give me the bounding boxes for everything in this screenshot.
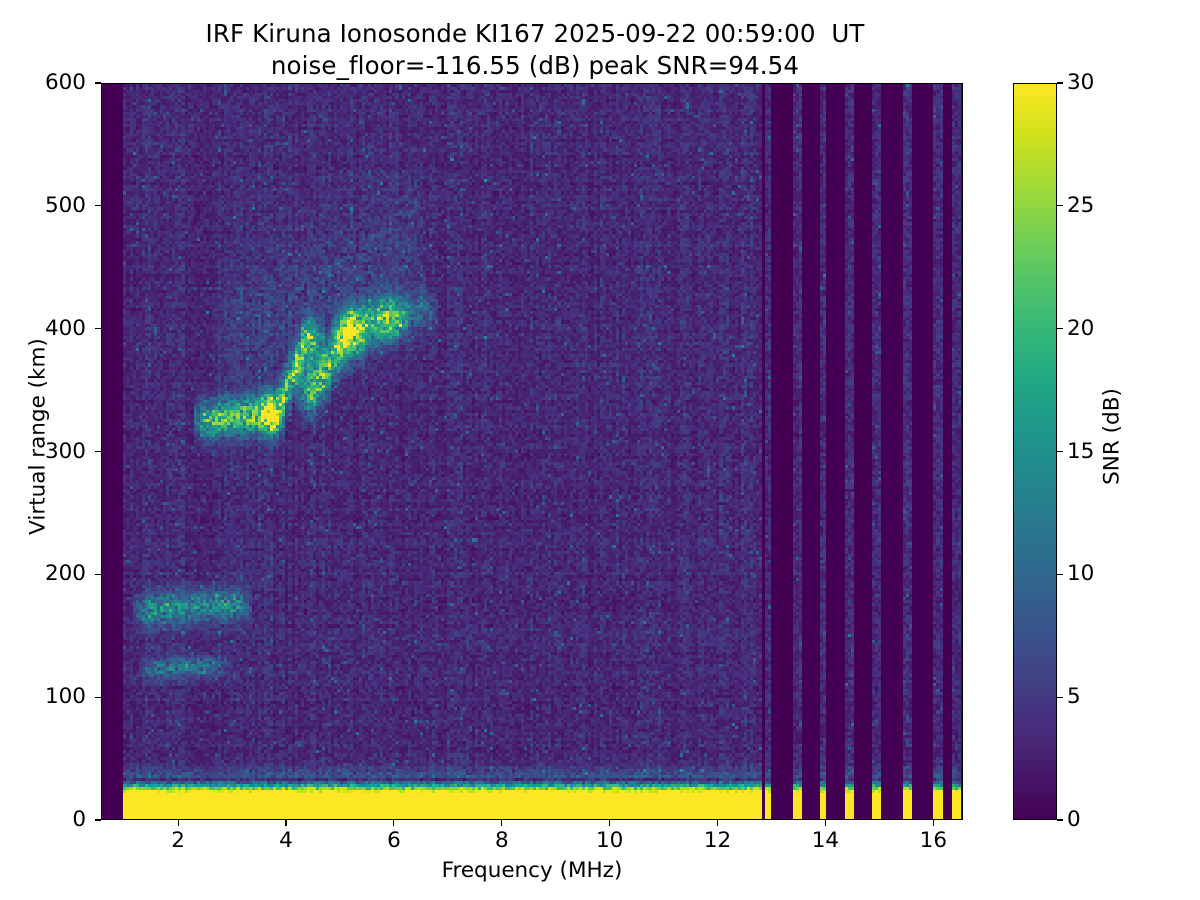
- y-tick-label: 200: [44, 561, 86, 587]
- colorbar-label: SNR (dB): [1099, 388, 1125, 485]
- x-tick-label: 16: [919, 828, 947, 853]
- x-tick-label: 10: [595, 828, 624, 853]
- y-tick-mark: [95, 328, 101, 330]
- y-tick-label: 0: [72, 807, 86, 832]
- colorbar-tick-label: 5: [1067, 684, 1081, 710]
- x-tick-label: 14: [811, 828, 840, 853]
- y-tick-mark: [95, 82, 101, 84]
- x-tick-label: 4: [279, 828, 293, 853]
- colorbar-tick-mark: [1057, 82, 1063, 84]
- colorbar-tick-label: 0: [1067, 807, 1081, 832]
- figure-title: IRF Kiruna Ionosonde KI167 2025-09-22 00…: [0, 18, 1070, 82]
- colorbar[interactable]: [1013, 83, 1057, 820]
- x-tick-mark: [393, 820, 395, 826]
- x-tick-label: 12: [703, 828, 732, 853]
- colorbar-tick-label: 15: [1067, 438, 1095, 464]
- x-axis-label: Frequency (MHz): [441, 858, 623, 883]
- y-tick-label: 600: [44, 70, 86, 95]
- y-axis-label: Virtual range (km): [25, 338, 51, 535]
- y-tick-mark: [95, 450, 101, 453]
- y-tick-mark: [95, 573, 101, 575]
- x-tick-label: 8: [494, 828, 509, 853]
- ionogram-heatmap-canvas[interactable]: [102, 84, 962, 819]
- y-tick-mark: [95, 819, 101, 821]
- y-tick-label: 500: [44, 192, 86, 218]
- x-tick-label: 2: [171, 828, 185, 853]
- colorbar-tick-mark: [1057, 819, 1063, 821]
- y-tick-label: 400: [44, 315, 86, 341]
- x-tick-mark: [501, 820, 503, 826]
- colorbar-tick-label: 25: [1067, 192, 1095, 218]
- colorbar-tick-mark: [1057, 328, 1063, 330]
- colorbar-gradient: [1014, 84, 1056, 819]
- x-tick-mark: [932, 820, 934, 826]
- ionogram-plot-area[interactable]: [101, 83, 963, 820]
- x-tick-mark: [177, 820, 179, 826]
- colorbar-tick-mark: [1057, 450, 1063, 453]
- y-tick-mark: [95, 696, 101, 698]
- colorbar-tick-label: 30: [1067, 70, 1095, 95]
- colorbar-tick-label: 10: [1067, 561, 1095, 587]
- colorbar-tick-mark: [1057, 573, 1063, 575]
- colorbar-tick-label: 20: [1067, 315, 1095, 341]
- x-tick-mark: [609, 820, 611, 826]
- x-tick-label: 6: [387, 828, 401, 853]
- y-tick-label: 300: [44, 438, 86, 464]
- x-tick-mark: [824, 820, 827, 826]
- y-tick-label: 100: [44, 684, 86, 710]
- y-tick-mark: [95, 205, 101, 207]
- x-tick-mark: [285, 820, 287, 826]
- colorbar-tick-mark: [1057, 696, 1063, 698]
- colorbar-tick-mark: [1057, 205, 1063, 207]
- title-line-2: noise_floor=-116.55 (dB) peak SNR=94.54: [270, 50, 800, 80]
- title-line-1: IRF Kiruna Ionosonde KI167 2025-09-22 00…: [205, 19, 865, 48]
- x-tick-mark: [716, 820, 719, 826]
